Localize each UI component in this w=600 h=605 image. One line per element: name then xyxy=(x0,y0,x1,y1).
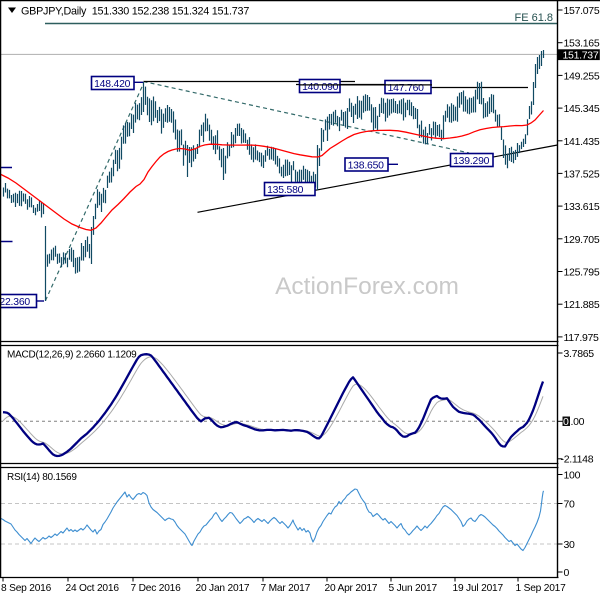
svg-text:19 Jul 2017: 19 Jul 2017 xyxy=(453,583,504,594)
svg-text:0: 0 xyxy=(563,416,569,428)
svg-text:70: 70 xyxy=(564,498,576,510)
svg-text:140.090: 140.090 xyxy=(302,82,339,93)
svg-text:RSI(14) 80.1569: RSI(14) 80.1569 xyxy=(7,472,77,483)
svg-text:20 Jan 2017: 20 Jan 2017 xyxy=(196,583,250,594)
svg-text:122.360: 122.360 xyxy=(0,297,30,308)
svg-text:.00: .00 xyxy=(571,416,585,428)
svg-text:7 Dec 2016: 7 Dec 2016 xyxy=(131,583,182,594)
svg-text:157.075: 157.075 xyxy=(564,5,600,17)
svg-text:7 Mar 2017: 7 Mar 2017 xyxy=(261,583,311,594)
svg-text:139.290: 139.290 xyxy=(453,156,490,167)
svg-text:1 Sep 2017: 1 Sep 2017 xyxy=(516,583,567,594)
svg-text:8 Sep 2016: 8 Sep 2016 xyxy=(1,583,52,594)
svg-text:20 Apr 2017: 20 Apr 2017 xyxy=(325,583,378,594)
svg-text:MACD(12,26,9) 2.2660 1.1209: MACD(12,26,9) 2.2660 1.1209 xyxy=(7,350,137,361)
svg-text:GBPJPY,Daily 151.330 152.238: GBPJPY,Daily 151.330 152.238 151.324 151… xyxy=(21,6,249,18)
svg-text:30: 30 xyxy=(564,539,576,551)
svg-text:145.345: 145.345 xyxy=(564,103,600,115)
svg-text:147.760: 147.760 xyxy=(388,83,425,94)
svg-text:121.885: 121.885 xyxy=(564,299,600,311)
svg-text:141.435: 141.435 xyxy=(564,136,600,148)
svg-text:133.615: 133.615 xyxy=(564,201,600,213)
svg-text:137.525: 137.525 xyxy=(564,168,600,180)
svg-text:117.975: 117.975 xyxy=(564,332,600,344)
svg-text:100: 100 xyxy=(564,469,581,481)
svg-text:24 Oct 2016: 24 Oct 2016 xyxy=(66,583,120,594)
svg-text:0: 0 xyxy=(564,567,570,579)
svg-text:FE 61.8: FE 61.8 xyxy=(514,12,553,24)
svg-text:148.420: 148.420 xyxy=(94,79,131,90)
svg-text:153.165: 153.165 xyxy=(564,38,600,50)
svg-text:3.7865: 3.7865 xyxy=(564,348,595,360)
svg-text:129.705: 129.705 xyxy=(564,234,600,246)
svg-text:138.650: 138.650 xyxy=(348,160,385,171)
svg-text:151.737: 151.737 xyxy=(563,49,599,61)
svg-text:125.795: 125.795 xyxy=(564,267,600,279)
svg-text:135.580: 135.580 xyxy=(267,185,304,196)
svg-text:5 Jun 2017: 5 Jun 2017 xyxy=(389,583,438,594)
svg-text:149.255: 149.255 xyxy=(564,70,600,82)
svg-text:-2.1148: -2.1148 xyxy=(561,454,594,466)
svg-text:ActionForex.com: ActionForex.com xyxy=(275,273,459,300)
